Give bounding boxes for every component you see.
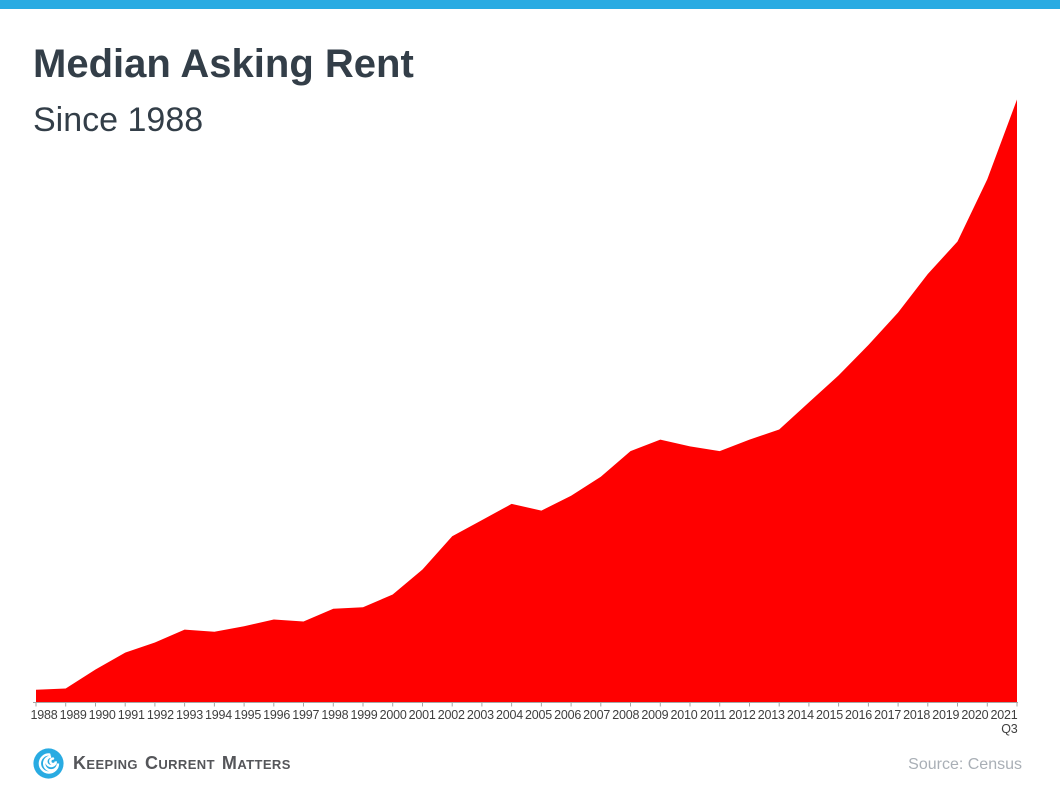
x-axis-label-2005: 2005 — [524, 708, 553, 722]
top-accent-bar — [0, 0, 1060, 9]
x-axis-label-2021: 2021 Q3 — [990, 708, 1018, 736]
x-axis-label-2019: 2019 — [932, 708, 960, 722]
x-axis-label-1993: 1993 — [175, 708, 204, 722]
x-axis-label-2010: 2010 — [670, 708, 698, 722]
x-axis-label-2006: 2006 — [554, 708, 582, 722]
x-axis-label-1988: 1988 — [30, 708, 58, 722]
x-axis-label-2007: 2007 — [583, 708, 611, 722]
x-axis-label-2009: 2009 — [641, 708, 669, 722]
x-axis-label-2020: 2020 — [961, 708, 989, 722]
x-axis-label-2016: 2016 — [844, 708, 873, 722]
x-axis-label-2018: 2018 — [903, 708, 931, 722]
x-axis-label-2011: 2011 — [700, 708, 727, 722]
x-axis-label-2008: 2008 — [612, 708, 640, 722]
x-axis-label-1992: 1992 — [146, 708, 174, 722]
x-axis-label-2002: 2002 — [437, 708, 465, 722]
x-axis-label-2014: 2014 — [786, 708, 814, 722]
page-title: Median Asking Rent — [33, 42, 414, 86]
x-axis-label-2015: 2015 — [815, 708, 844, 722]
page-subtitle: Since 1988 — [33, 101, 204, 139]
x-axis-label-1997: 1997 — [292, 708, 320, 722]
x-axis-label-2013: 2013 — [757, 708, 785, 722]
source-credit: Source: Census — [908, 756, 1022, 773]
kcm-logo: KEEPING CURRENT MATTERS — [33, 748, 298, 779]
x-axis-label-2017: 2017 — [874, 708, 902, 722]
x-axis-label-1994: 1994 — [204, 708, 233, 722]
kcm-swirl-icon — [33, 748, 64, 779]
brand-word: KEEPING — [73, 753, 138, 773]
x-axis-label-final-period: Q3 — [1001, 722, 1018, 736]
area-series-median-rent — [36, 99, 1017, 702]
x-axis-label-1990: 1990 — [88, 708, 116, 722]
brand-word: CURRENT — [144, 753, 215, 773]
brand-name: KEEPING CURRENT MATTERS — [73, 753, 298, 774]
x-axis-label-1991: 1991 — [117, 708, 145, 722]
x-axis-label-2012: 2012 — [728, 708, 756, 722]
x-axis-label-1989: 1989 — [59, 708, 87, 722]
x-axis-label-2004: 2004 — [495, 708, 524, 722]
brand-word: MATTERS — [221, 753, 291, 773]
x-axis-label-2000: 2000 — [379, 708, 407, 722]
x-axis-label-1996: 1996 — [263, 708, 291, 722]
x-axis-label-1998: 1998 — [321, 708, 349, 722]
x-axis-label-2001: 2001 — [408, 708, 436, 722]
x-axis-labels: 1988 1989 1990 1991 1992 1993 1994 1995 1996 1997… — [0, 708, 1060, 740]
x-axis-ticks — [35, 702, 1018, 707]
x-axis-label-1995: 1995 — [234, 708, 262, 722]
x-axis-label-2003: 2003 — [466, 708, 494, 722]
x-axis-label-1999: 1999 — [350, 708, 378, 722]
